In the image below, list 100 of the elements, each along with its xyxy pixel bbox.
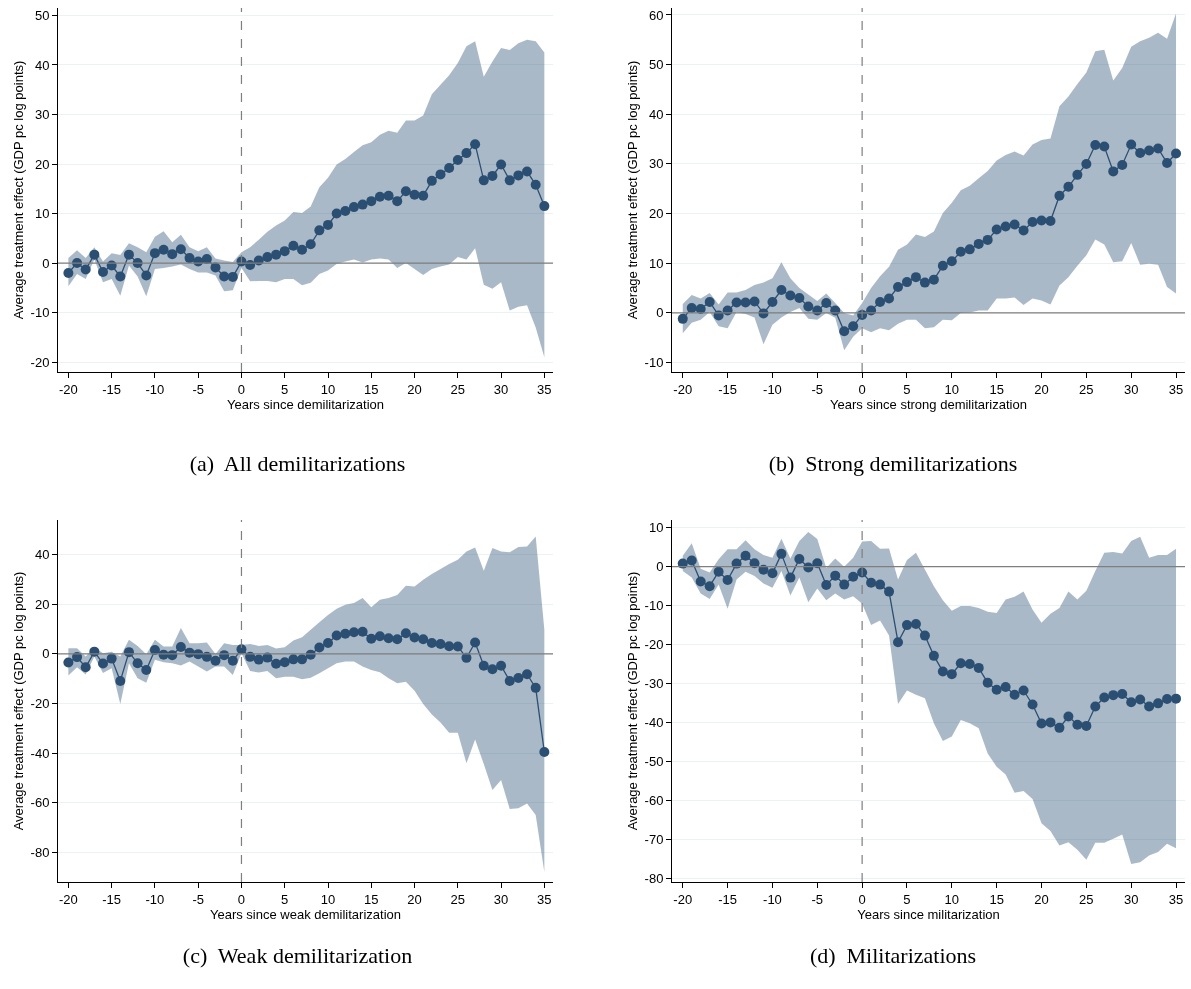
x-tick-label: 20: [407, 381, 422, 397]
y-tick-label: -20: [644, 637, 664, 653]
point: [839, 579, 850, 590]
y-tick-label: -70: [644, 831, 664, 847]
x-tick-label: -20: [673, 381, 693, 397]
x-tick-label: 20: [1034, 891, 1049, 907]
point: [740, 550, 751, 561]
point: [776, 548, 787, 559]
point: [461, 148, 472, 159]
point: [504, 675, 515, 686]
point: [893, 637, 904, 648]
point: [305, 239, 316, 250]
y-tick-label: 20: [34, 596, 50, 612]
y-tick-label: -50: [644, 753, 664, 769]
y-tick-label: -60: [644, 792, 664, 808]
point: [1153, 143, 1164, 154]
point: [1072, 169, 1083, 180]
point: [426, 175, 437, 186]
point: [496, 159, 507, 170]
point: [63, 267, 74, 278]
x-tick-label: 35: [1168, 891, 1184, 907]
point: [115, 271, 126, 282]
y-tick-label: -20: [30, 354, 50, 370]
point: [530, 179, 541, 190]
point: [901, 620, 912, 631]
point: [767, 568, 778, 579]
point: [487, 664, 498, 675]
point: [314, 225, 325, 236]
point: [400, 628, 411, 639]
point: [1000, 681, 1011, 692]
y-axis-title: Average treatment effect (GDP pc log points): [10, 60, 26, 320]
y-tick-label: 30: [648, 156, 664, 172]
point: [409, 189, 420, 200]
point: [452, 641, 463, 652]
point: [123, 249, 134, 260]
point: [1036, 215, 1047, 226]
point: [704, 581, 715, 592]
point: [271, 658, 282, 669]
y-axis-title: Average treatment effect (GDP pc log points): [624, 60, 640, 320]
point: [470, 139, 481, 150]
point: [383, 190, 394, 201]
point: [928, 274, 939, 285]
point: [1018, 225, 1029, 236]
y-tick-label: 20: [34, 156, 50, 172]
point: [1081, 158, 1092, 169]
point: [919, 277, 930, 288]
x-tick-label: 5: [281, 381, 289, 397]
point: [1108, 166, 1119, 177]
x-tick-label: -5: [811, 381, 824, 397]
x-tick-label: -15: [102, 381, 122, 397]
point: [392, 634, 403, 645]
text: (c) Weak demilitarization: [182, 943, 413, 969]
point: [1117, 159, 1128, 170]
x-tick-label: -5: [192, 381, 204, 397]
y-tick-label: -80: [644, 870, 664, 886]
x-tick-label: -15: [718, 381, 737, 397]
x-tick-label: 15: [989, 891, 1004, 907]
y-tick-label: 10: [34, 206, 50, 222]
point: [722, 574, 733, 585]
point: [713, 566, 724, 577]
point: [1126, 697, 1137, 708]
point: [973, 238, 984, 249]
x-tick-label: 25: [1079, 381, 1094, 397]
x-tick-label: -5: [811, 891, 824, 907]
x-tick-label: -20: [673, 891, 693, 907]
point: [210, 655, 221, 666]
point: [1063, 711, 1074, 722]
point: [348, 627, 359, 638]
point: [340, 628, 351, 639]
point: [803, 301, 814, 312]
x-tick-label: 0: [237, 381, 246, 397]
x-tick-label: 25: [1079, 891, 1094, 907]
point: [530, 682, 541, 693]
point: [1171, 148, 1182, 159]
point: [1162, 157, 1173, 168]
point: [946, 256, 957, 267]
point: [928, 650, 939, 661]
x-tick-label: 35: [537, 381, 552, 397]
point: [452, 155, 463, 166]
point: [80, 662, 91, 673]
point: [937, 666, 948, 677]
point: [513, 672, 524, 683]
point: [677, 313, 688, 324]
point: [955, 246, 966, 257]
y-tick-label: -30: [644, 676, 664, 692]
x-tick-label: 20: [1034, 381, 1049, 397]
point: [478, 175, 489, 186]
point: [418, 634, 429, 645]
point: [444, 162, 455, 173]
point: [973, 662, 984, 673]
point: [893, 282, 904, 293]
point: [279, 246, 290, 257]
y-axis-title: Average treatment effect (GDP pc log points): [10, 571, 26, 831]
point: [740, 297, 751, 308]
point: [383, 633, 394, 644]
x-tick-label: 10: [320, 891, 336, 907]
y-tick-label: -10: [30, 305, 50, 321]
point: [253, 654, 264, 665]
point: [487, 170, 498, 181]
point: [794, 553, 805, 564]
